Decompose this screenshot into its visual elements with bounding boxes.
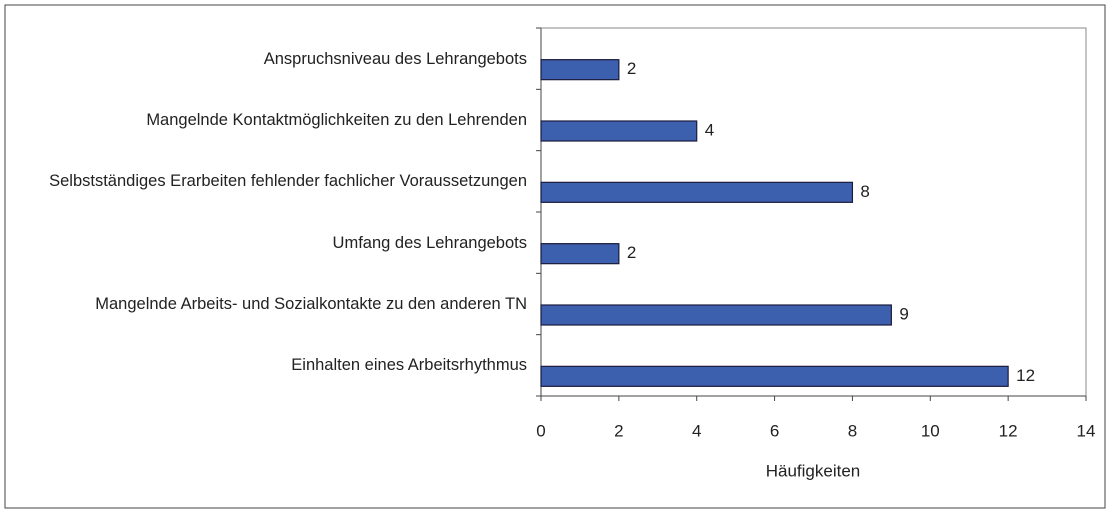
data-label: 4: [705, 120, 714, 139]
data-label: 2: [627, 59, 636, 78]
bar: [540, 59, 620, 81]
x-tick-label: 6: [770, 421, 779, 440]
y-tick-label: Mangelnde Arbeits- und Sozialkontakte zu…: [95, 295, 527, 313]
x-tick-label: 8: [848, 421, 857, 440]
y-tick-label: Anspruchsniveau des Lehrangebots: [263, 49, 527, 68]
y-tick-label: Einhalten eines Arbeitsrhythmus: [291, 356, 527, 375]
y-tick-label: Selbstständiges Erarbeiten fehlender fac…: [49, 172, 527, 191]
bar: [540, 243, 620, 265]
x-tick-label: 10: [921, 421, 940, 440]
bar: [540, 365, 1009, 387]
x-tick-label: 14: [1077, 421, 1096, 440]
x-tick-label: 2: [614, 421, 623, 440]
data-label: 12: [1016, 366, 1035, 385]
bar: [540, 181, 854, 203]
x-tick-label: 12: [999, 421, 1018, 440]
data-label: 8: [860, 182, 869, 201]
data-label: 9: [899, 304, 908, 323]
y-tick-label: Umfang des Lehrangebots: [332, 233, 527, 252]
x-tick-label: 4: [692, 421, 701, 440]
y-tick-label: Mangelnde Kontaktmöglichkeiten zu den Le…: [146, 111, 527, 129]
x-tick-label: 0: [536, 421, 545, 440]
data-label: 2: [627, 243, 636, 262]
bar: [540, 304, 892, 326]
x-axis-title: Häufigkeiten: [766, 461, 861, 480]
bar: [540, 120, 698, 142]
